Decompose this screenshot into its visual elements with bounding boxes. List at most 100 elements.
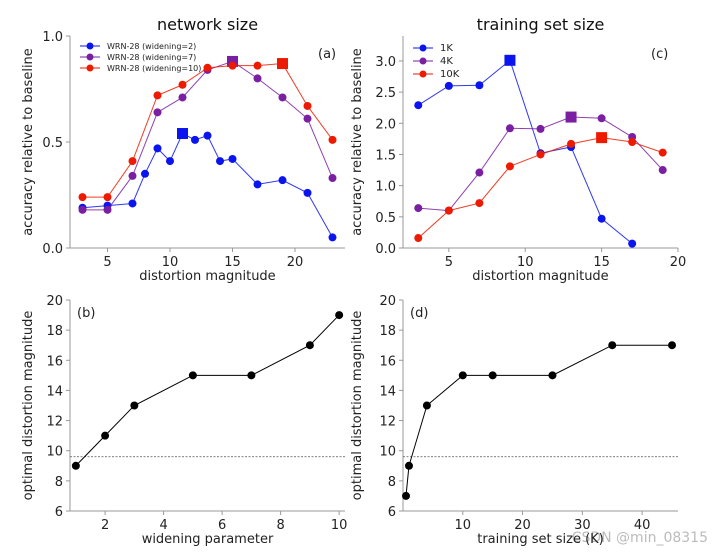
- data-point: [668, 341, 677, 350]
- x-tick-label: 15: [593, 255, 610, 270]
- x-tick-label: 15: [224, 255, 241, 270]
- y-axis-label: optimal distortion magnitude: [350, 311, 365, 501]
- data-point: [414, 101, 423, 110]
- data-point: [608, 341, 617, 350]
- data-point: [303, 188, 312, 197]
- data-point: [414, 234, 423, 243]
- data-point: [328, 135, 337, 144]
- y-tick-label: 20: [46, 294, 63, 309]
- data-point: [475, 199, 484, 208]
- y-tick-label: 1.5: [375, 148, 396, 163]
- y-tick-label: 3.0: [375, 55, 396, 70]
- watermark: CSDN @min_08315: [572, 530, 708, 546]
- data-point: [422, 401, 431, 410]
- data-point: [404, 461, 413, 470]
- x-tick-label: 30: [574, 518, 591, 533]
- legend-marker: [419, 44, 427, 52]
- data-point: [414, 204, 423, 213]
- data-point: [103, 193, 112, 202]
- x-tick-label: 20: [287, 255, 304, 270]
- data-point: [475, 168, 484, 177]
- data-point: [78, 205, 87, 214]
- data-point: [628, 138, 637, 146]
- data-point: [166, 157, 174, 166]
- data-point: [536, 124, 545, 133]
- chart-title: training set size: [477, 15, 605, 34]
- data-point: [203, 63, 212, 72]
- legend-marker: [86, 64, 94, 72]
- panel-label: (b): [77, 306, 95, 321]
- best-point-marker: [565, 111, 577, 123]
- legend-entry: WRN-28 (widening=2): [107, 42, 196, 51]
- y-tick-label: 12: [379, 415, 396, 430]
- data-point: [305, 341, 314, 350]
- x-tick-label: 4: [159, 518, 167, 533]
- data-point: [597, 214, 606, 223]
- y-axis-label: accuracy relative to baseline: [21, 48, 36, 236]
- best-point-marker: [504, 54, 516, 66]
- x-tick-label: 10: [162, 255, 179, 270]
- x-tick-label: 5: [445, 255, 453, 270]
- y-tick-label: 14: [46, 384, 63, 399]
- best-point-marker: [177, 128, 188, 140]
- x-axis-label: training set size (K): [477, 532, 604, 547]
- legend-entry: WRN-28 (widening=7): [107, 53, 196, 62]
- data-point: [191, 135, 199, 144]
- data-point: [658, 148, 667, 157]
- data-point: [658, 166, 667, 175]
- data-point: [130, 401, 139, 410]
- y-tick-label: 0.5: [375, 211, 396, 226]
- legend-entry: 1K: [440, 43, 453, 54]
- data-point: [153, 91, 162, 100]
- legend-marker: [86, 53, 94, 61]
- y-tick-label: 2.5: [375, 86, 396, 101]
- data-point: [444, 81, 453, 90]
- data-point: [153, 108, 162, 117]
- y-tick-label: 0.5: [42, 136, 63, 151]
- data-point: [253, 180, 262, 189]
- data-point: [103, 205, 112, 214]
- data-point: [548, 371, 557, 380]
- data-point: [101, 431, 110, 440]
- data-point: [188, 371, 197, 380]
- x-tick-label: 20: [670, 255, 687, 270]
- data-point: [536, 150, 545, 159]
- legend-marker: [86, 42, 94, 50]
- data-point: [128, 157, 137, 166]
- x-axis-label: distortion magnitude: [139, 269, 275, 284]
- data-point: [178, 80, 187, 89]
- y-axis-label: optimal distortion magnitude: [21, 311, 36, 501]
- data-point: [335, 311, 344, 320]
- y-tick-label: 12: [46, 415, 63, 430]
- y-tick-label: 10: [46, 445, 63, 460]
- data-point: [128, 199, 137, 208]
- best-point-marker: [596, 132, 608, 144]
- series-line: [82, 63, 333, 198]
- x-tick-label: 20: [514, 518, 531, 533]
- data-point: [216, 157, 224, 166]
- series-line: [82, 132, 333, 238]
- data-point: [303, 101, 312, 110]
- x-tick-label: 10: [517, 255, 534, 270]
- legend-marker: [419, 70, 427, 78]
- series-line: [418, 59, 633, 245]
- data-point: [505, 162, 514, 171]
- x-axis-label: widening parameter: [142, 532, 274, 547]
- x-axis-label: distortion magnitude: [472, 269, 608, 284]
- y-tick-label: 16: [46, 354, 63, 369]
- data-point: [203, 131, 212, 140]
- x-tick-label: 10: [455, 518, 472, 533]
- data-point: [141, 169, 149, 178]
- data-point: [253, 61, 262, 70]
- y-tick-label: 18: [379, 324, 396, 339]
- y-tick-label: 1.0: [375, 180, 396, 195]
- data-point: [247, 371, 256, 380]
- y-tick-label: 10: [379, 445, 396, 460]
- data-point: [228, 61, 237, 70]
- data-point: [328, 233, 337, 242]
- data-point: [78, 193, 87, 202]
- data-point: [303, 114, 312, 123]
- series-line: [405, 344, 673, 496]
